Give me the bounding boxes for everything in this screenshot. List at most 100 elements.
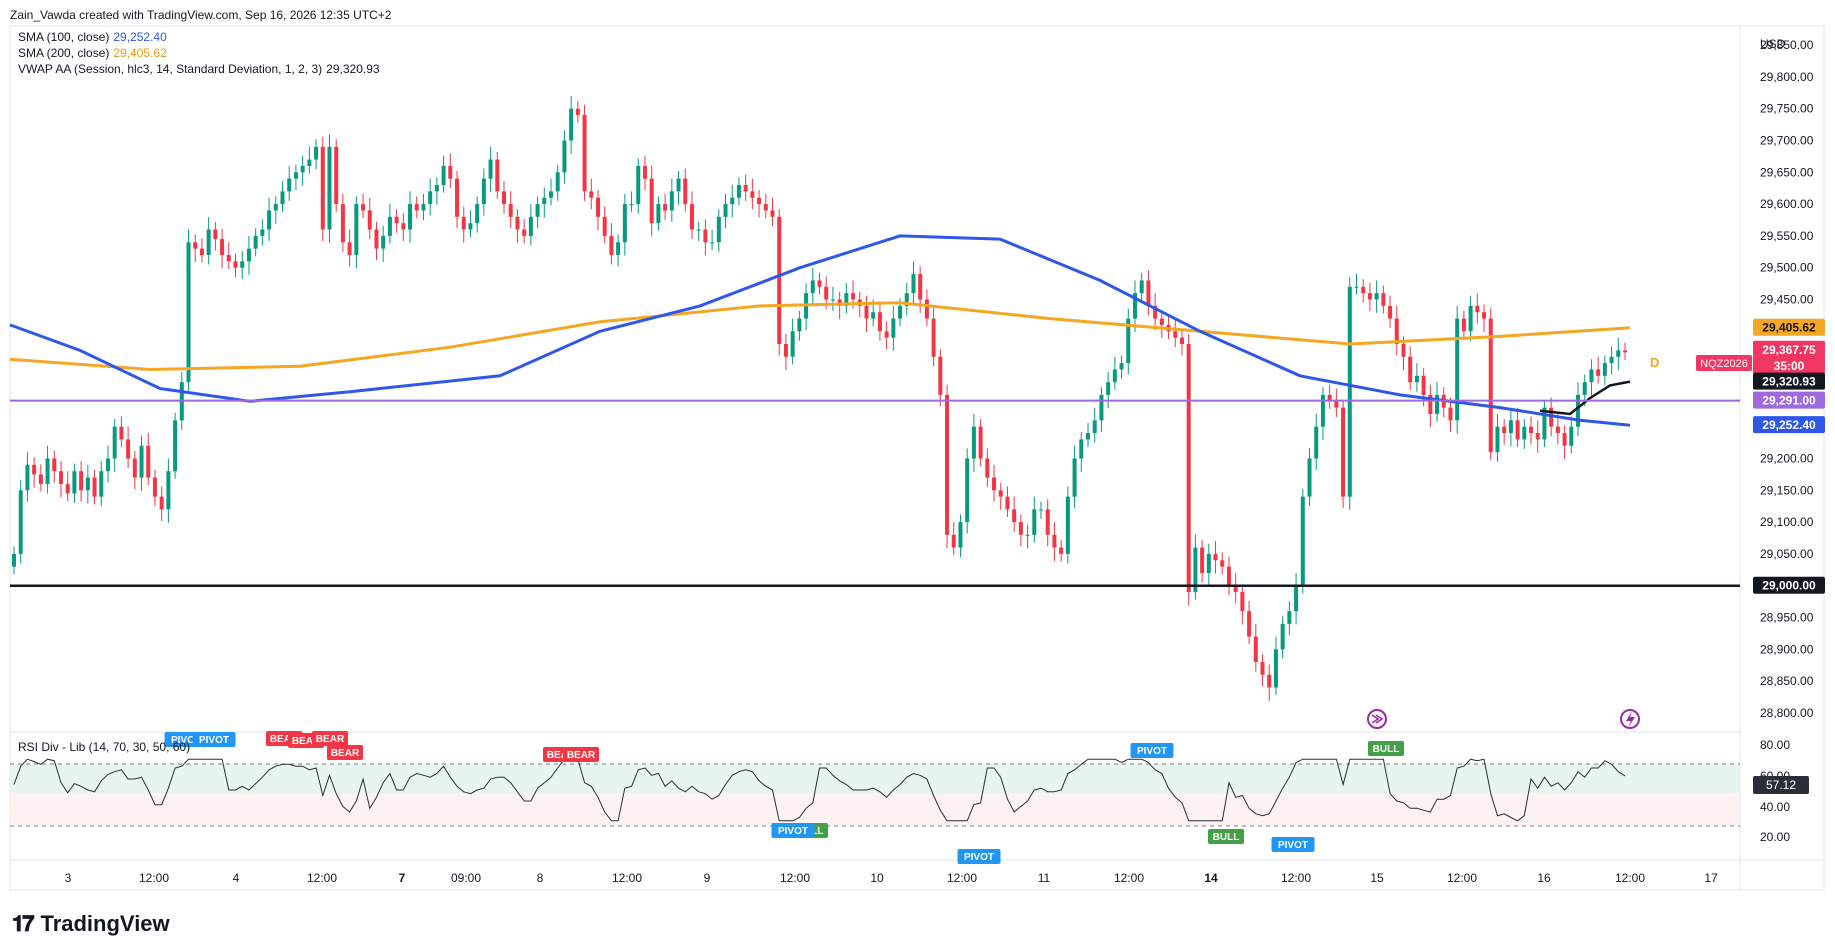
candle	[455, 171, 460, 229]
candle	[1367, 282, 1372, 311]
time-axis[interactable]: 3 12:00 4 12:00 7 09:00 8 12:00 9 12:00 10 12:00 11 1…	[65, 871, 1718, 885]
candle	[186, 229, 191, 394]
rsi-label-bull: BULL	[1208, 829, 1244, 844]
svg-text:BULL: BULL	[1213, 832, 1240, 843]
candle	[99, 461, 104, 507]
candle	[381, 225, 386, 262]
candle	[340, 193, 345, 252]
candle	[421, 193, 426, 220]
candle	[280, 181, 285, 212]
candle	[1327, 384, 1332, 409]
candle	[112, 419, 117, 472]
candle	[1562, 425, 1567, 460]
candle	[1468, 295, 1473, 341]
candle	[1502, 419, 1507, 445]
candle	[1569, 416, 1574, 454]
rsi-line	[13, 758, 1626, 822]
replay-icon[interactable]	[1367, 709, 1387, 729]
candle	[1609, 346, 1614, 375]
candle	[307, 146, 312, 174]
legend-vwap[interactable]: VWAP AA (Session, hlc3, 14, Standard Dev…	[18, 62, 380, 76]
price-axis[interactable]: 29,850.00 29,800.00 29,750.00 29,700.00 29,6…	[1760, 38, 1814, 720]
candle	[1555, 413, 1560, 445]
legend-sma200-label: SMA (200, close)	[18, 46, 110, 60]
candle	[1166, 314, 1171, 339]
candle	[1361, 279, 1366, 303]
svg-text:29,252.40: 29,252.40	[1762, 418, 1816, 432]
candle	[1247, 600, 1252, 645]
candle	[562, 130, 567, 184]
svg-text:29,320.93: 29,320.93	[1762, 375, 1816, 389]
candle	[535, 196, 540, 229]
legend-sma200[interactable]: SMA (200, close) 29,405.62	[18, 46, 167, 60]
candle	[1394, 305, 1399, 356]
candle	[72, 463, 77, 504]
svg-text:BEAR: BEAR	[316, 734, 345, 745]
candle	[642, 155, 647, 191]
tradingview-brand[interactable]: 𝟏𝟕 TradingView	[12, 911, 170, 937]
candle	[998, 482, 1003, 511]
candle	[877, 304, 882, 341]
candle	[387, 204, 392, 244]
flash-icon[interactable]	[1620, 709, 1640, 729]
candle	[1508, 410, 1513, 447]
svg-text:BEAR: BEAR	[547, 750, 576, 761]
candle	[1589, 359, 1594, 396]
candle	[475, 196, 480, 233]
time-tick: 12:00	[947, 871, 977, 885]
candle	[1280, 616, 1285, 659]
time-tick: 9	[704, 871, 711, 885]
time-tick: 16	[1537, 871, 1551, 885]
chart-frame	[9, 25, 1825, 891]
candle	[327, 134, 332, 243]
candle	[736, 177, 741, 206]
candle	[1495, 413, 1500, 462]
candle	[428, 178, 433, 216]
dividend-marker[interactable]: D	[1650, 355, 1659, 370]
svg-text:29,367.75: 29,367.75	[1762, 343, 1816, 357]
candle	[1287, 600, 1292, 636]
time-tick: 12:00	[139, 871, 169, 885]
price-tick: 29,200.00	[1760, 452, 1814, 466]
legend-vwap-label: VWAP AA (Session, hlc3, 14, Standard Dev…	[18, 62, 323, 76]
candle	[1072, 445, 1077, 509]
candle	[703, 219, 708, 256]
candle	[1441, 387, 1446, 418]
candle	[1079, 431, 1084, 472]
legend-sma100[interactable]: SMA (100, close) 29,252.40	[18, 30, 167, 44]
candle	[1086, 422, 1090, 448]
rsi-tick: 80.00	[1760, 738, 1790, 752]
candle	[904, 282, 909, 316]
svg-text:29,405.62: 29,405.62	[1762, 321, 1816, 335]
candle	[992, 464, 997, 502]
candle	[663, 193, 668, 220]
vwap-line	[1539, 380, 1631, 416]
candle	[549, 178, 553, 206]
candle	[45, 445, 50, 494]
svg-text:PIVOT: PIVOT	[1278, 840, 1308, 851]
candle	[669, 178, 674, 222]
candle	[911, 261, 916, 305]
time-tick: 4	[233, 871, 240, 885]
rsi-label-bull: BULL	[1368, 741, 1404, 756]
candle	[951, 522, 956, 556]
candle	[797, 310, 802, 341]
candle	[817, 272, 822, 295]
candle	[582, 104, 587, 201]
candle	[220, 228, 225, 269]
price-badge: 29,320.93	[1753, 372, 1825, 390]
candle	[971, 413, 976, 472]
candle	[12, 546, 16, 575]
time-tick: 09:00	[451, 871, 481, 885]
sma200-line	[9, 301, 1631, 372]
price-tick: 28,950.00	[1760, 611, 1814, 625]
candle	[730, 185, 735, 218]
candle	[515, 209, 520, 243]
candle	[985, 448, 990, 488]
candle	[723, 193, 728, 229]
candle	[119, 416, 124, 448]
legend-sma100-label: SMA (100, close)	[18, 30, 110, 44]
candle	[1099, 387, 1104, 432]
candle	[401, 212, 406, 241]
